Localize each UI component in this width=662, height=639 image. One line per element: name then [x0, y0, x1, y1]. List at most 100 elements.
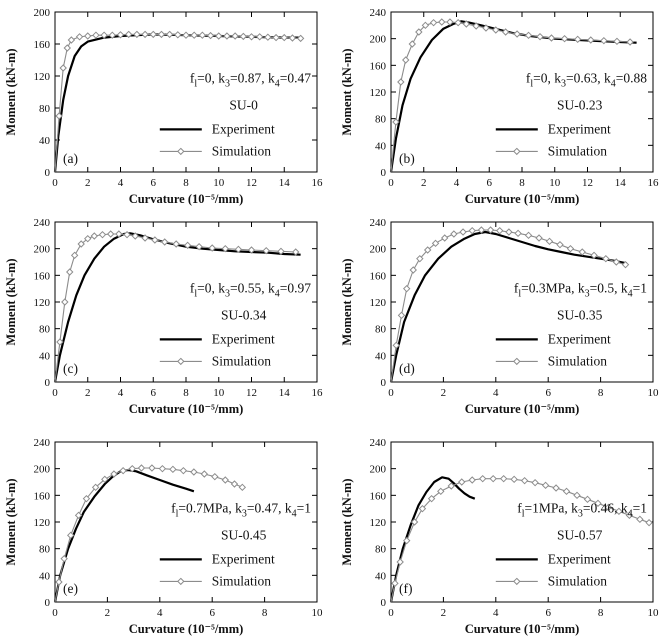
data-point-simulation: [55, 112, 63, 120]
x-tick-label: 14: [615, 177, 627, 189]
x-tick-label: 6: [209, 607, 215, 619]
specimen-label: SU-0.34: [221, 307, 267, 322]
data-point-simulation: [148, 464, 156, 472]
parameter-annotation-part: =0, k: [533, 70, 561, 85]
data-point-simulation: [133, 30, 141, 39]
x-tick-label: 6: [487, 177, 493, 189]
data-point-simulation: [392, 341, 400, 350]
parameter-annotation-part: 4: [275, 288, 280, 299]
data-point-simulation: [402, 56, 410, 64]
data-point-simulation: [450, 230, 458, 238]
x-tick-label: 8: [262, 607, 268, 619]
legend-label-experiment: Experiment: [548, 331, 611, 346]
parameter-annotation-part: 4: [628, 288, 633, 299]
x-tick-label: 12: [582, 177, 593, 189]
x-tick-label: 4: [118, 177, 124, 189]
data-point-simulation: [151, 236, 159, 244]
data-point-simulation: [75, 33, 84, 41]
data-point-simulation: [247, 246, 256, 254]
data-point-simulation: [230, 480, 239, 488]
data-point-simulation: [462, 20, 471, 28]
x-tick-label: 0: [388, 607, 394, 619]
legend-marker-simulation: [513, 577, 521, 586]
data-point-simulation: [208, 244, 216, 252]
legend-label-simulation: Simulation: [212, 573, 272, 588]
data-point-simulation: [288, 34, 297, 42]
parameter-annotation-part: 4: [275, 78, 280, 89]
data-point-simulation: [115, 230, 123, 238]
x-tick-label: 2: [441, 607, 447, 619]
y-tick-label: 160: [34, 39, 51, 51]
data-point-simulation: [119, 466, 127, 475]
data-point-simulation: [292, 248, 300, 256]
x-tick-label: 8: [598, 387, 604, 399]
legend-label-experiment: Experiment: [548, 121, 611, 136]
parameter-annotation-part: =0.97: [280, 280, 311, 295]
data-point-simulation: [520, 476, 529, 485]
data-point-simulation: [468, 226, 476, 235]
data-point-simulation: [206, 31, 215, 40]
data-point-simulation: [174, 31, 182, 39]
x-tick-label: 0: [52, 387, 58, 399]
y-tick-label: 40: [39, 350, 51, 362]
data-point-simulation: [90, 232, 99, 240]
legend-label-experiment: Experiment: [548, 551, 611, 566]
data-point-simulation: [221, 476, 230, 484]
x-tick-label: 0: [388, 177, 394, 189]
data-point-simulation: [552, 484, 560, 492]
data-point-simulation: [141, 30, 149, 39]
plot-frame: [390, 11, 654, 173]
specimen-label: SU-0.57: [557, 527, 603, 542]
y-axis-label: Moment (kN-m): [340, 258, 354, 345]
x-tick-label: 4: [157, 607, 163, 619]
legend-label-simulation: Simulation: [548, 143, 608, 158]
data-point-simulation: [116, 31, 125, 39]
data-point-simulation: [446, 18, 454, 26]
x-tick-label: 2: [441, 387, 447, 399]
data-point-simulation: [560, 34, 569, 43]
x-tick-label: 4: [493, 387, 499, 399]
y-axis-label: Moment (kN-m): [4, 478, 18, 565]
data-point-simulation: [157, 30, 166, 39]
data-point-simulation: [74, 511, 83, 520]
data-point-simulation: [61, 298, 69, 306]
parameter-annotation-part: =0.5, k: [590, 280, 628, 295]
parameter-annotation-part: =1MPa, k: [525, 500, 579, 515]
data-point-simulation: [137, 464, 146, 472]
legend-label-experiment: Experiment: [212, 121, 275, 136]
chart-panel-2: 0 2 4 6 8 10 12 14 1604080120160200240Curvature …: [340, 7, 659, 206]
data-point-simulation: [397, 311, 406, 320]
y-tick-label: 80: [375, 114, 387, 126]
data-point-simulation: [255, 33, 264, 41]
x-tick-label: 16: [312, 387, 324, 399]
data-point-simulation: [179, 466, 188, 475]
data-point-simulation: [67, 531, 75, 540]
data-point-simulation: [410, 518, 419, 526]
y-tick-label: 40: [375, 350, 387, 362]
data-point-simulation: [541, 481, 550, 490]
x-axis-label: Curvature (10⁻⁵/mm): [465, 402, 580, 416]
data-point-simulation: [415, 28, 423, 36]
data-point-simulation: [110, 470, 118, 478]
data-point-simulation: [566, 244, 575, 253]
y-tick-label: 120: [34, 517, 51, 529]
data-point-simulation: [92, 31, 100, 39]
data-point-simulation: [590, 251, 598, 260]
parameter-annotation-part: 3: [225, 78, 230, 89]
data-point-simulation: [82, 494, 91, 503]
parameter-annotation-part: 3: [561, 78, 566, 89]
parameter-annotation-part: f: [171, 500, 176, 515]
data-point-simulation: [247, 33, 256, 41]
data-point-simulation: [223, 32, 231, 40]
y-tick-label: 80: [39, 324, 51, 336]
y-tick-label: 40: [39, 570, 51, 582]
y-tick-label: 80: [39, 103, 51, 115]
y-tick-label: 160: [34, 270, 51, 282]
data-point-simulation: [418, 504, 427, 513]
x-tick-label: 8: [519, 177, 525, 189]
data-point-simulation: [459, 228, 467, 236]
x-tick-label: 14: [279, 387, 291, 399]
data-point-simulation: [421, 21, 430, 30]
data-point-simulation: [169, 465, 177, 474]
